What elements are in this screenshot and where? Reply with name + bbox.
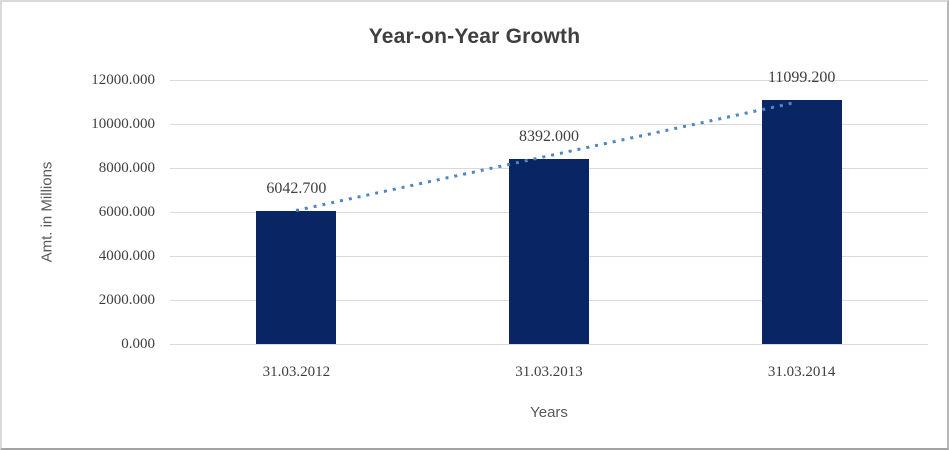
- bar-data-label: 6042.700: [266, 180, 327, 198]
- y-axis-tick-label: 2000.000: [98, 292, 155, 308]
- gridline: [170, 79, 928, 81]
- bar-data-label: 8392.000: [519, 128, 579, 146]
- bar-data-label: 11099.200: [767, 68, 836, 86]
- x-axis-category-label: 31.03.2014: [767, 364, 836, 380]
- x-axis-title: Years: [530, 404, 568, 421]
- x-axis-category-label: 31.03.2013: [515, 364, 583, 380]
- bar: [509, 159, 589, 344]
- gridline: [170, 123, 928, 125]
- y-axis-tick-label: 12000.000: [91, 72, 155, 88]
- bar: [761, 99, 842, 344]
- y-axis-tick-label: 8000.000: [98, 160, 155, 176]
- x-axis-category-label: 31.03.2012: [262, 364, 331, 380]
- chart-title: Year-on-Year Growth: [368, 25, 581, 48]
- y-axis-tick-label: 10000.000: [91, 116, 155, 132]
- bar: [256, 211, 337, 344]
- y-axis-tick-label: 6000.000: [98, 204, 155, 220]
- y-axis-tick-label: 4000.000: [98, 248, 155, 264]
- y-axis-tick-label: 0.000: [121, 336, 155, 352]
- gridline: [170, 343, 928, 345]
